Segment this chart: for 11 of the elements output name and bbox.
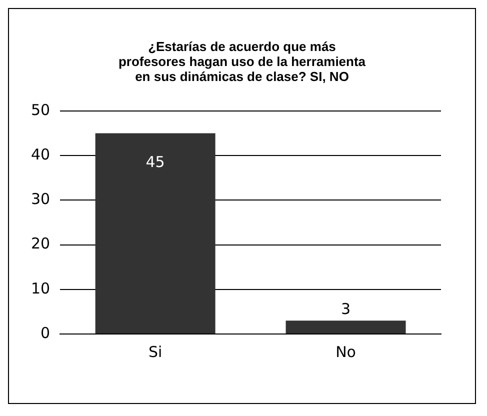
chart-title: ¿Estarías de acuerdo que más profesores hagan uso de la herramienta en sus dinámicas de clase? SI, NO	[117, 39, 367, 84]
y-tick-label: 50	[30, 100, 50, 119]
y-tick-label: 40	[30, 145, 50, 164]
y-tick-label: 10	[30, 279, 50, 298]
x-tick-label: Si	[148, 342, 162, 361]
y-tick-label: 30	[30, 190, 50, 208]
data-label: 3	[341, 300, 351, 318]
y-tick-label: 0	[40, 324, 50, 342]
y-tick-label: 20	[30, 234, 50, 253]
x-tick-label: No	[336, 342, 356, 361]
data-label: 45	[146, 153, 165, 172]
